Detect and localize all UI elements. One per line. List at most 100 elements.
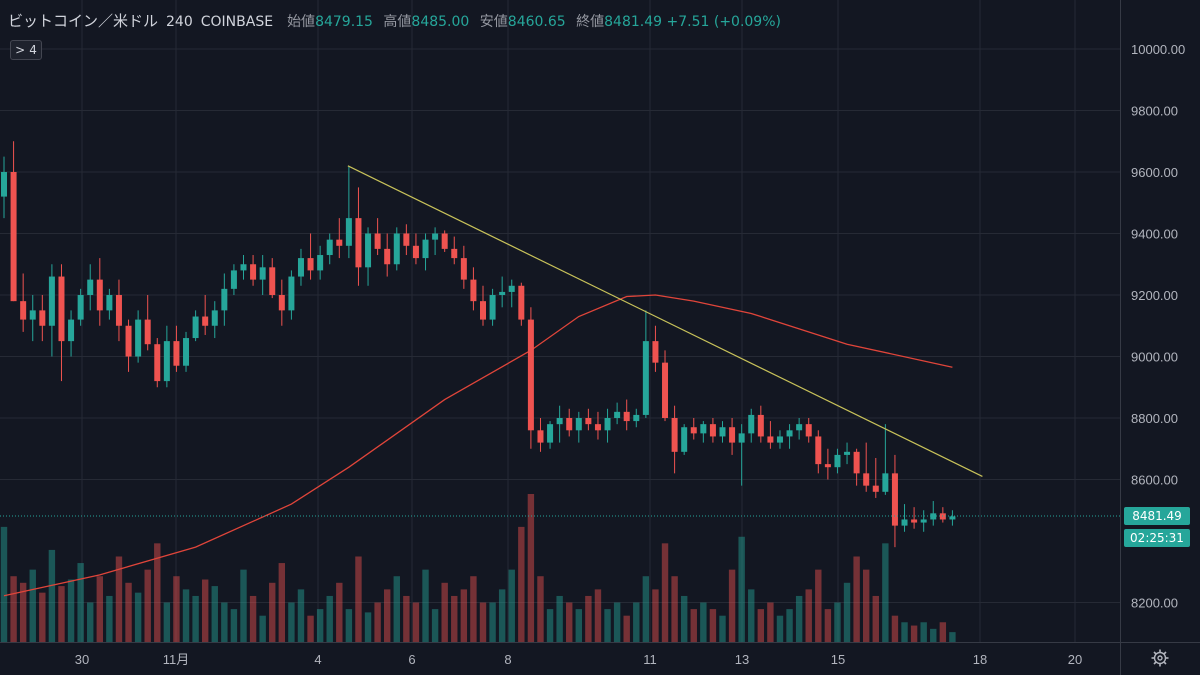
volume-bar — [700, 602, 707, 642]
volume-bar — [182, 589, 190, 642]
volume-bar — [566, 602, 573, 642]
volume-bar — [278, 563, 286, 642]
time-tick-label: 15 — [831, 652, 845, 667]
candle-body — [633, 414, 640, 422]
candle-body — [278, 295, 285, 311]
candle-body — [173, 341, 180, 366]
candle-body — [575, 418, 582, 431]
candle-body — [288, 276, 295, 311]
candle-body — [403, 233, 410, 246]
volume-bar — [767, 602, 774, 642]
volume-bar — [67, 579, 75, 642]
indicator-count: 4 — [29, 43, 37, 57]
candle-body — [527, 319, 534, 431]
candle-body — [221, 288, 228, 311]
volume-bar — [680, 595, 688, 642]
candle-body — [815, 436, 822, 465]
volume-bar — [211, 586, 218, 642]
change-value: +7.51 (+0.09%) — [666, 14, 781, 30]
candle-body — [470, 279, 477, 302]
volume-bar — [48, 549, 56, 642]
volume-bar — [748, 589, 755, 642]
high-value: 8485.00 — [411, 14, 470, 30]
volume-bar — [106, 595, 113, 642]
candle-body — [192, 316, 199, 339]
candle-body — [556, 418, 563, 425]
volume-bar — [336, 582, 343, 642]
time-tick-label: 6 — [408, 652, 415, 667]
candle-body — [891, 473, 898, 526]
low-value: 8460.65 — [507, 14, 566, 30]
candle-body — [642, 341, 649, 415]
price-tick-label: 8600.00 — [1131, 473, 1178, 488]
candle-body — [48, 276, 55, 326]
volume-bar — [479, 602, 487, 642]
candle-body — [326, 239, 333, 256]
time-tick-label: 20 — [1068, 652, 1082, 667]
candle-body — [767, 436, 774, 443]
volume-bar — [431, 609, 439, 642]
trendline — [347, 165, 983, 477]
volume-bar — [604, 609, 611, 642]
volume-bar — [288, 602, 295, 642]
candle-body — [374, 233, 381, 249]
volume-bar — [508, 569, 515, 642]
indicator-toggle-button[interactable]: > 4 — [10, 40, 42, 60]
candle-body — [882, 473, 889, 492]
volume-bar — [29, 569, 36, 642]
volume-bar — [939, 622, 947, 642]
volume-bar — [451, 595, 458, 642]
candle-body — [355, 218, 362, 268]
candle-body — [297, 258, 304, 277]
volume-bar — [518, 526, 525, 642]
interval-label[interactable]: 240 — [166, 14, 193, 30]
candle-body — [805, 424, 812, 437]
volume-bar — [834, 602, 841, 642]
volume-bar — [891, 615, 899, 642]
candle-body — [853, 451, 860, 474]
candle-body — [537, 430, 544, 443]
countdown-tag: 02:25:31 — [1124, 529, 1190, 547]
volume-bar — [594, 589, 602, 642]
candle-body — [211, 310, 218, 326]
volume-bar — [546, 609, 554, 642]
candle-body — [125, 325, 132, 357]
candle-body — [872, 485, 879, 492]
candle-body — [163, 341, 170, 382]
volume-bar — [221, 602, 228, 642]
symbol-name[interactable]: ビットコイン／米ドル — [8, 12, 159, 30]
price-tick-label: 8800.00 — [1131, 411, 1178, 426]
symbol-legend: ビットコイン／米ドル 240 COINBASE 始値8479.15 高値8485… — [8, 10, 781, 31]
volume-bar — [115, 556, 123, 642]
candle-body — [29, 310, 36, 320]
candle-body — [307, 258, 314, 271]
volume-bar — [125, 582, 132, 642]
volume-bar — [355, 556, 362, 642]
volume-bar — [393, 576, 400, 642]
moving-average-line — [3, 294, 953, 597]
candle-body — [757, 414, 764, 437]
candle-body — [566, 418, 573, 431]
volume-bar — [633, 602, 640, 642]
volume-bar — [901, 622, 908, 642]
candle-body — [681, 427, 688, 452]
volume-bar — [240, 569, 247, 642]
volume-bar — [489, 602, 496, 642]
candle-body — [336, 239, 343, 246]
candle-body — [901, 519, 908, 526]
volume-bar — [786, 609, 793, 642]
volume-bar — [949, 632, 956, 642]
candle-body — [844, 451, 851, 455]
volume-bar — [863, 569, 870, 642]
candle-body — [623, 411, 630, 422]
candle-body — [489, 295, 496, 320]
candle-body — [786, 430, 793, 437]
candle-body — [480, 301, 486, 320]
volume-bar — [316, 609, 324, 642]
candle-body — [202, 316, 209, 326]
gear-icon[interactable] — [1150, 648, 1170, 668]
volume-bar — [345, 609, 353, 642]
volume-bar — [623, 615, 630, 642]
